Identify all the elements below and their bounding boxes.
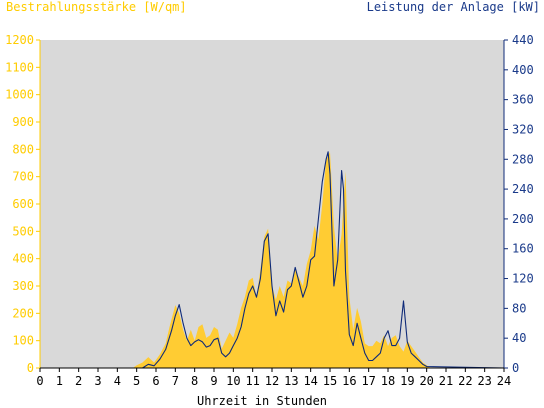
x-tick-label: 0 <box>36 374 43 388</box>
left-tick-label: 1100 <box>5 60 34 74</box>
power-line-group <box>40 151 505 369</box>
x-tick-label: 22 <box>458 374 472 388</box>
x-tick-label: 7 <box>172 374 179 388</box>
x-tick-label: 17 <box>361 374 375 388</box>
left-axis-title: Bestrahlungsstärke [W/qm] <box>6 0 187 14</box>
right-tick-label: 40 <box>512 331 526 345</box>
x-tick-label: 3 <box>94 374 101 388</box>
x-tick-label: 23 <box>477 374 491 388</box>
right-tick-label: 80 <box>512 301 526 315</box>
right-tick-label: 200 <box>512 212 534 226</box>
x-tick-label: 12 <box>265 374 279 388</box>
x-tick-label: 24 <box>497 374 511 388</box>
x-tick-label: 2 <box>75 374 82 388</box>
irradiance-area <box>40 152 504 368</box>
x-tick-label: 15 <box>323 374 337 388</box>
left-tick-label: 200 <box>12 306 34 320</box>
x-tick-label: 1 <box>56 374 63 388</box>
right-tick-label: 400 <box>512 63 534 77</box>
x-tick-label: 9 <box>210 374 217 388</box>
left-tick-label: 300 <box>12 279 34 293</box>
x-tick-label: 20 <box>419 374 433 388</box>
axes-group: 0100200300400500600700800900100011001200… <box>5 33 534 388</box>
right-axis-title: Leistung der Anlage [kW] <box>367 0 540 14</box>
left-tick-label: 600 <box>12 197 34 211</box>
right-tick-label: 360 <box>512 93 534 107</box>
x-tick-label: 4 <box>114 374 121 388</box>
x-tick-label: 18 <box>381 374 395 388</box>
right-tick-label: 160 <box>512 242 534 256</box>
left-tick-label: 800 <box>12 142 34 156</box>
left-tick-label: 100 <box>12 334 34 348</box>
right-tick-label: 440 <box>512 33 534 47</box>
x-tick-label: 6 <box>152 374 159 388</box>
x-tick-label: 19 <box>400 374 414 388</box>
right-tick-label: 240 <box>512 182 534 196</box>
x-tick-label: 21 <box>439 374 453 388</box>
right-tick-label: 120 <box>512 272 534 286</box>
left-tick-label: 900 <box>12 115 34 129</box>
left-tick-label: 700 <box>12 170 34 184</box>
x-tick-label: 5 <box>133 374 140 388</box>
left-tick-label: 400 <box>12 252 34 266</box>
x-tick-label: 13 <box>284 374 298 388</box>
x-tick-label: 11 <box>245 374 259 388</box>
x-axis-label: Uhrzeit in Stunden <box>197 394 327 408</box>
left-tick-label: 0 <box>27 361 34 375</box>
x-tick-label: 16 <box>342 374 356 388</box>
x-tick-label: 10 <box>226 374 240 388</box>
x-tick-label: 14 <box>303 374 317 388</box>
right-tick-label: 280 <box>512 152 534 166</box>
left-tick-label: 1000 <box>5 88 34 102</box>
right-tick-label: 320 <box>512 122 534 136</box>
x-tick-label: 8 <box>191 374 198 388</box>
left-tick-label: 500 <box>12 224 34 238</box>
right-tick-label: 0 <box>512 361 519 375</box>
power-line <box>40 151 505 369</box>
left-tick-label: 1200 <box>5 33 34 47</box>
irradiance-area-group <box>40 152 504 368</box>
